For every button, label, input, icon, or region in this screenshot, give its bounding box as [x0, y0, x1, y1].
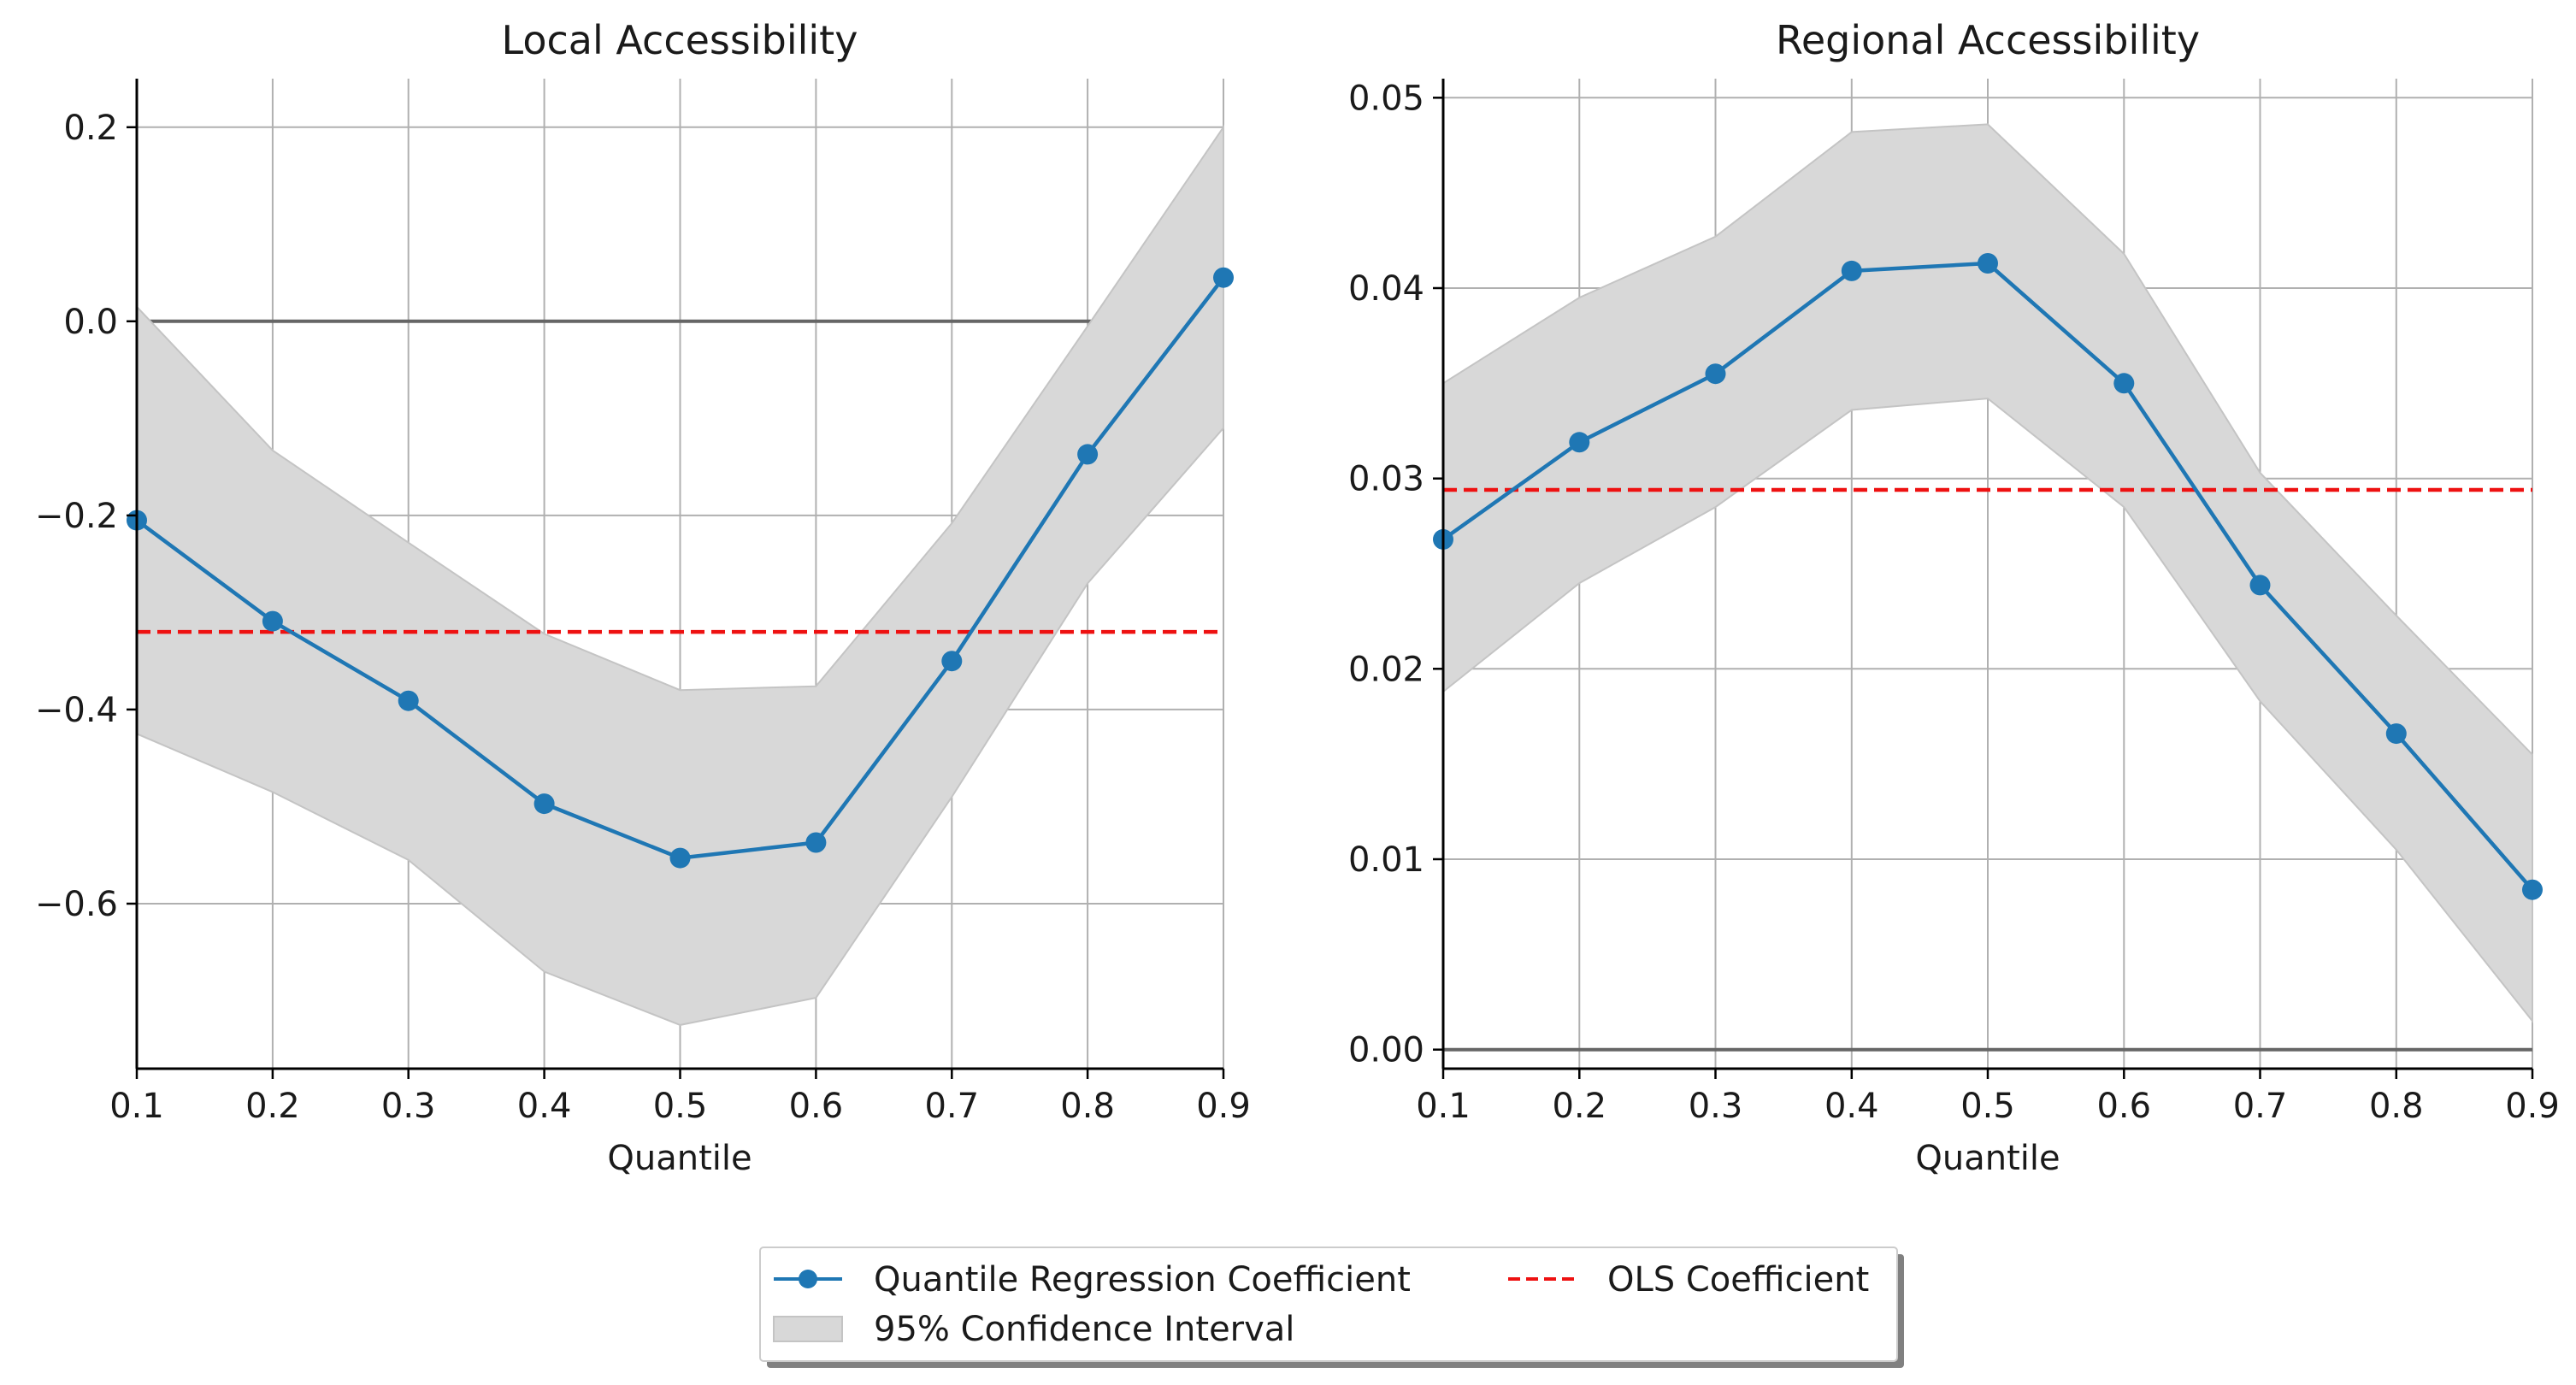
coefficient-point	[669, 847, 691, 869]
x-axis-label: Quantile	[1915, 1139, 2060, 1178]
x-axis-label: Quantile	[607, 1139, 752, 1178]
coefficient-point	[1841, 260, 1862, 281]
x-tick-label: 0.1	[109, 1087, 164, 1126]
regional-accessibility-panel: 0.1 0.2 0.3 0.4 0.5 0.6 0.7 0.8 0.9 0.00 0.01 0.02 0…	[1348, 17, 2560, 1178]
x-tick-label: 0.4	[1824, 1087, 1879, 1126]
y-tick-label: 0.03	[1348, 460, 1424, 499]
x-tick-label: 0.5	[653, 1087, 708, 1126]
coefficient-point	[398, 690, 419, 711]
coefficient-point	[2522, 879, 2543, 900]
y-tick-label: 0.01	[1348, 840, 1424, 880]
x-tick-label: 0.1	[1416, 1087, 1471, 1126]
x-tick-label: 0.3	[1689, 1087, 1743, 1126]
coefficient-point	[941, 651, 963, 672]
y-tick-label: −0.4	[35, 691, 118, 730]
chart-title: Local Accessibility	[502, 17, 858, 63]
axes	[127, 79, 1225, 1079]
coefficient-point	[805, 832, 827, 853]
coefficient-point	[1978, 253, 1998, 274]
chart-title: Regional Accessibility	[1776, 17, 2200, 63]
coefficient-point	[1569, 432, 1590, 453]
y-tick-label: 0.00	[1348, 1031, 1424, 1070]
y-tick-label: −0.2	[35, 497, 118, 536]
coefficient-point	[1213, 267, 1234, 288]
y-tick-label: 0.04	[1348, 269, 1424, 309]
confidence-band-layer	[1442, 123, 2533, 1024]
x-tick-label: 0.9	[2505, 1087, 2560, 1126]
legend-ci-swatch	[773, 1316, 843, 1342]
x-tick-label: 0.8	[1060, 1087, 1115, 1126]
legend: Quantile Regression Coefficient OLS Coef…	[759, 1246, 1904, 1368]
x-tick-label: 0.7	[924, 1087, 979, 1126]
confidence-interval-band	[1442, 123, 2533, 1024]
y-tick-label: 0.05	[1348, 79, 1424, 118]
y-tick-label: 0.02	[1348, 650, 1424, 689]
legend-ols-label: OLS Coefficient	[1607, 1260, 1869, 1300]
legend-coefficient-marker	[799, 1270, 817, 1288]
x-tick-label: 0.9	[1196, 1087, 1251, 1126]
x-tick-label: 0.7	[2233, 1087, 2288, 1126]
x-tick-label: 0.2	[245, 1087, 300, 1126]
legend-frame	[759, 1246, 1898, 1362]
x-tick-label: 0.2	[1552, 1087, 1606, 1126]
coefficient-point	[262, 610, 283, 632]
confidence-band-layer	[136, 124, 1224, 1026]
x-tick-label: 0.6	[789, 1087, 844, 1126]
y-tick-label: 0.2	[63, 109, 118, 148]
y-tick-label: 0.0	[63, 303, 118, 342]
series-layer	[1433, 253, 2543, 900]
y-tick-label: −0.6	[35, 885, 118, 924]
tick-labels: 0.1 0.2 0.3 0.4 0.5 0.6 0.7 0.8 0.9 −0.6 −0.4 −0.2 0…	[35, 109, 1251, 1126]
legend-coefficient-label: Quantile Regression Coefficient	[874, 1260, 1411, 1300]
coefficient-point	[2385, 723, 2407, 745]
x-tick-label: 0.5	[1960, 1087, 2015, 1126]
coefficient-point	[1705, 363, 1726, 385]
coefficient-point	[1077, 444, 1099, 465]
axes	[1433, 79, 2534, 1079]
coefficient-point	[2249, 575, 2271, 596]
confidence-interval-band	[136, 124, 1224, 1026]
local-accessibility-panel: 0.1 0.2 0.3 0.4 0.5 0.6 0.7 0.8 0.9 −0.6 −0.4 −0.2 0…	[35, 17, 1251, 1178]
coefficient-point	[2113, 373, 2135, 394]
series-layer	[127, 267, 1234, 869]
x-tick-label: 0.8	[2369, 1087, 2424, 1126]
x-tick-label: 0.3	[381, 1087, 436, 1126]
x-tick-label: 0.4	[517, 1087, 572, 1126]
legend-ci-label: 95% Confidence Interval	[874, 1310, 1294, 1349]
tick-labels: 0.1 0.2 0.3 0.4 0.5 0.6 0.7 0.8 0.9 0.00 0.01 0.02 0…	[1348, 79, 2560, 1126]
x-tick-label: 0.6	[2096, 1087, 2151, 1126]
coefficient-point	[533, 793, 555, 815]
